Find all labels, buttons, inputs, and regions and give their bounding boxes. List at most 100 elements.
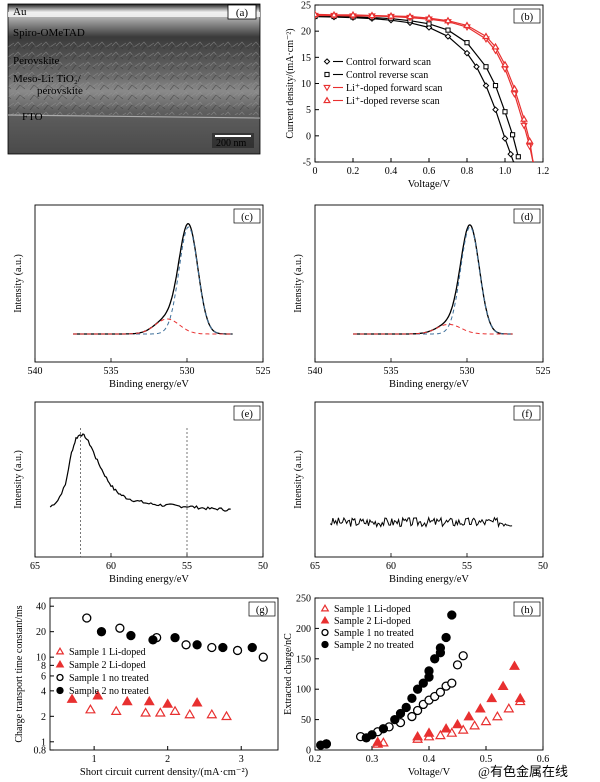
chart-panel-g: (g) 1 2 3 Short circuit current density/(mA·…: [14, 597, 279, 778]
data-point: [148, 635, 158, 645]
x-tick-label: 65: [310, 561, 320, 572]
y-axis-label: Current density/(mA·cm⁻²): [285, 28, 296, 138]
legend-label: Sample 1 Li-doped: [334, 604, 411, 615]
data-point: [315, 10, 319, 18]
legend-label: Li⁺-doped forward scan: [346, 83, 442, 94]
y-tick-label: 200: [296, 624, 311, 635]
y-tick-label: 4: [41, 686, 46, 697]
x-axis-label: Binding energy/eV: [109, 574, 189, 585]
x-tick-label: 535: [104, 366, 119, 377]
data-point: [529, 161, 538, 162]
data-point: [501, 135, 509, 142]
data-point: [447, 678, 457, 688]
x-axis-label: Binding energy/eV: [389, 379, 469, 390]
y-tick-label: 10: [36, 653, 46, 664]
chart-panel-b: (b)0 0.2 0.4 0.6 0.8 1.0 1.2Voltage/V-50510152…: [285, 1, 549, 191]
data-point: [121, 695, 133, 706]
legend-marker: [55, 660, 65, 668]
x-tick-label: 540: [308, 366, 323, 377]
panel-label-box: [513, 405, 541, 421]
x-tick-label: 60: [386, 561, 396, 572]
data-point: [424, 672, 434, 682]
x-tick-label: 1: [92, 754, 97, 765]
x-tick-label: 530: [460, 366, 475, 377]
panel-label-box: [513, 601, 541, 617]
data-point: [407, 711, 417, 722]
data-point: [503, 703, 515, 713]
legend-label: Li⁺-doped reverse scan: [346, 96, 440, 107]
legend-marker: [320, 616, 330, 624]
x-tick-label: 535: [384, 366, 399, 377]
panel-label-e: (e): [241, 409, 253, 420]
sem-layer-meso-perovskite: perovskite: [37, 85, 83, 97]
data-point: [181, 640, 191, 650]
x-tick-label: 0.3: [366, 754, 379, 765]
legend-label: Sample 1 no treated: [69, 673, 149, 684]
data-point: [452, 660, 463, 670]
data-point: [126, 630, 136, 641]
panel-label-a: (a): [236, 7, 249, 19]
x-axis-label: Binding energy/eV: [389, 574, 469, 585]
x-tick-label: 50: [258, 561, 268, 572]
y-tick-label: 5: [306, 105, 311, 116]
data-point: [207, 642, 217, 653]
series-line: [73, 223, 233, 335]
data-point: [482, 32, 490, 40]
panel-label-box: [233, 208, 261, 224]
panel-label-g: (g): [256, 605, 269, 616]
data-point: [447, 610, 457, 620]
panel-label-box: [248, 601, 276, 617]
data-point: [412, 731, 424, 741]
data-point: [184, 708, 196, 719]
x-axis-label: Voltage/V: [408, 767, 451, 778]
y-tick-label: 2: [41, 712, 46, 723]
panel-label-c: (c): [241, 212, 253, 223]
panel-label-box: [513, 8, 541, 24]
plot-frame: [34, 204, 264, 363]
data-point: [464, 40, 470, 46]
y-tick-label: 40: [36, 602, 46, 613]
x-axis-label: Voltage/V: [408, 179, 451, 190]
data-point: [491, 710, 503, 721]
data-point: [501, 60, 509, 68]
legend-label: Sample 2 Li-doped: [69, 660, 146, 671]
x-tick-label: 0.2: [309, 754, 322, 765]
plot-frame: [314, 401, 544, 558]
chart-panel-c: (c) 540 535 530 525 Binding energy/eV Intensit…: [13, 204, 271, 390]
data-point: [510, 84, 519, 92]
x-tick-label: 50: [538, 561, 548, 572]
sem-layer-au: Au: [13, 6, 27, 18]
y-axis-label: Intensity (a.u.): [13, 254, 24, 313]
series-line: [353, 226, 513, 335]
series-line: [49, 433, 231, 512]
y-tick-label: 150: [296, 654, 311, 665]
data-point: [441, 632, 451, 643]
y-tick-label: 25: [301, 1, 311, 12]
data-point: [463, 21, 471, 29]
data-point: [463, 49, 471, 57]
sem-layer-fto: FTO: [22, 111, 43, 123]
data-point: [513, 161, 516, 162]
data-point: [412, 684, 423, 694]
data-point: [514, 692, 526, 703]
data-point: [515, 154, 521, 160]
data-point: [140, 707, 152, 717]
data-point: [458, 651, 468, 661]
y-tick-label: 0: [306, 746, 311, 757]
sem-layer-perovskite: Perovskite: [13, 55, 60, 67]
data-point: [507, 150, 515, 158]
x-tick-label: 530: [180, 366, 195, 377]
data-point: [143, 695, 155, 706]
data-point: [486, 692, 498, 703]
data-point: [510, 132, 516, 138]
y-tick-label: 0.8: [34, 746, 47, 757]
x-axis-label: Short circuit current density/(mA·cm⁻²): [80, 767, 249, 778]
y-tick-label: 15: [301, 53, 311, 64]
plot-area: [315, 10, 538, 162]
data-point: [492, 106, 499, 113]
data-point: [444, 16, 452, 24]
data-point: [92, 690, 104, 700]
data-point: [412, 705, 423, 716]
data-point: [435, 687, 446, 697]
data-point: [232, 645, 243, 656]
